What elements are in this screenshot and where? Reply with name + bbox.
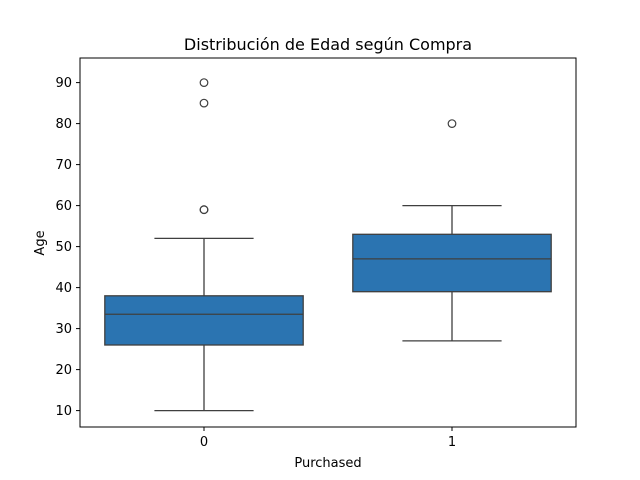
y-tick-label: 70 bbox=[55, 158, 72, 173]
plot-area: 10 20 30 40 50 60 70 80 90 0 1 bbox=[55, 57, 577, 450]
chart-title: Distribución de Edad según Compra bbox=[184, 35, 472, 54]
x-tick-label: 0 bbox=[200, 435, 208, 450]
outlier-point bbox=[447, 119, 457, 128]
plot-frame bbox=[79, 57, 577, 428]
y-tick-label: 50 bbox=[55, 240, 72, 255]
outlier-point bbox=[199, 98, 209, 108]
y-tick-label: 30 bbox=[55, 322, 72, 337]
y-axis-label: Age bbox=[33, 230, 48, 255]
y-tick-label: 10 bbox=[55, 404, 72, 419]
y-tick-label: 60 bbox=[55, 199, 72, 214]
y-tick-label: 20 bbox=[55, 363, 72, 378]
x-tick-label: 1 bbox=[448, 435, 456, 450]
outlier-point bbox=[199, 78, 209, 87]
y-tick-label: 90 bbox=[55, 76, 72, 91]
outlier-point bbox=[199, 205, 209, 215]
box-iqr bbox=[104, 295, 304, 346]
y-tick-label: 80 bbox=[55, 117, 72, 132]
y-tick-label: 40 bbox=[55, 281, 72, 296]
box-iqr bbox=[352, 233, 552, 293]
x-axis-label: Purchased bbox=[294, 456, 361, 471]
